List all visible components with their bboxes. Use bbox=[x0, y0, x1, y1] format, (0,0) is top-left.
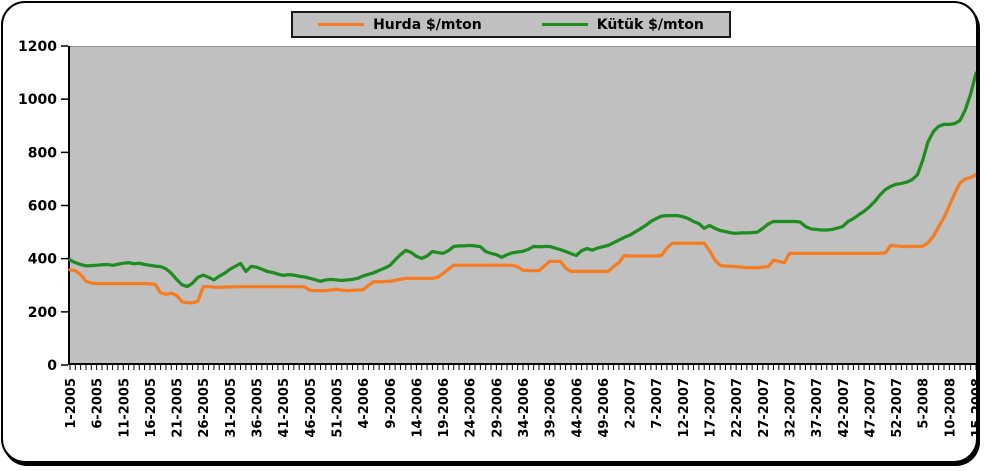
y-axis-tick-label: 600 bbox=[28, 199, 57, 215]
legend-label-hurda: Hurda $/mton bbox=[373, 16, 482, 33]
legend-entry-kutuk: Kütük $/mton bbox=[541, 16, 704, 33]
x-axis-tick-label: 29-2006 bbox=[490, 378, 505, 438]
x-axis-tick-label: 51-2005 bbox=[330, 378, 345, 438]
kutuk-series-line bbox=[68, 71, 976, 289]
chart-legend: Hurda $/mton Kütük $/mton bbox=[291, 11, 731, 38]
x-axis-tick-label: 36-2005 bbox=[251, 378, 266, 438]
hurda-line-swatch-icon bbox=[318, 23, 365, 26]
plot-frame bbox=[68, 46, 976, 47]
x-axis-tick-label: 16-2005 bbox=[144, 378, 159, 438]
x-axis-minor-ticks bbox=[69, 365, 976, 370]
x-axis-tick-label: 46-2005 bbox=[304, 378, 319, 438]
x-axis-tick-label: 22-2007 bbox=[730, 378, 745, 438]
x-axis-tick-label: 34-2006 bbox=[517, 378, 532, 438]
chart-svg: 0 200 400 600 800 1000 1200 1-2005 6-2005 11-2005… bbox=[18, 39, 976, 438]
x-axis-tick-label: 41-2005 bbox=[277, 378, 292, 438]
x-axis-tick-label: 52-2007 bbox=[890, 378, 905, 438]
x-axis-tick-label: 4-2006 bbox=[357, 378, 372, 429]
x-axis-tick-label: 39-2006 bbox=[544, 378, 559, 438]
y-axis-tick-label: 800 bbox=[28, 145, 57, 161]
x-axis-tick-label: 15-2008 bbox=[970, 378, 978, 438]
x-axis-tick-label: 5-2008 bbox=[917, 378, 932, 429]
x-axis-tick-label: 27-2007 bbox=[757, 378, 772, 438]
x-axis-tick-label: 32-2007 bbox=[783, 378, 798, 438]
x-axis-tick-label: 7-2007 bbox=[650, 378, 665, 429]
x-axis-tick-label: 1-2005 bbox=[64, 378, 79, 429]
x-axis-tick-label: 31-2005 bbox=[224, 378, 239, 438]
x-axis-tick-label: 42-2007 bbox=[837, 378, 852, 438]
x-axis-tick-label: 14-2006 bbox=[410, 378, 425, 438]
x-axis-tick-label: 11-2005 bbox=[117, 378, 132, 438]
y-axis-tick-label: 1200 bbox=[18, 39, 57, 55]
y-axis-tick-label: 200 bbox=[28, 305, 57, 321]
x-axis-tick-label: 12-2007 bbox=[677, 378, 692, 438]
x-axis-tick-label: 10-2008 bbox=[943, 378, 958, 438]
y-axis-tick-label: 1000 bbox=[18, 92, 57, 108]
legend-label-kutuk: Kütük $/mton bbox=[596, 16, 704, 33]
x-axis-tick-label: 6-2005 bbox=[91, 378, 106, 429]
x-axis-tick-label: 2-2007 bbox=[624, 378, 639, 429]
x-axis-tick-label: 37-2007 bbox=[810, 378, 825, 438]
kutuk-line-swatch-icon bbox=[541, 23, 588, 26]
chart-window: Hurda $/mton Kütük $/mton 0 200 400 600 800 1… bbox=[1, 1, 978, 463]
x-axis-tick-label: 26-2005 bbox=[197, 378, 212, 438]
x-axis-tick-label: 21-2005 bbox=[171, 378, 186, 438]
x-axis-tick-label: 24-2006 bbox=[464, 378, 479, 438]
legend-entry-hurda: Hurda $/mton bbox=[318, 17, 482, 33]
x-axis-tick-label: 9-2006 bbox=[384, 378, 399, 429]
x-axis-tick-label: 44-2006 bbox=[570, 378, 585, 438]
x-axis-tick-label: 17-2007 bbox=[704, 378, 719, 438]
y-axis-ticks bbox=[61, 45, 68, 366]
axis-lines bbox=[68, 46, 976, 365]
x-axis-tick-label: 49-2006 bbox=[597, 378, 612, 438]
y-axis-tick-label: 0 bbox=[47, 358, 57, 374]
y-axis-tick-label: 400 bbox=[28, 252, 57, 268]
hurda-series-line bbox=[68, 173, 976, 305]
plot-area: 0 200 400 600 800 1000 1200 1-2005 6-2005 11-2005… bbox=[18, 39, 976, 438]
x-axis-tick-label: 47-2007 bbox=[863, 378, 878, 438]
x-axis-tick-label: 19-2006 bbox=[437, 378, 452, 438]
